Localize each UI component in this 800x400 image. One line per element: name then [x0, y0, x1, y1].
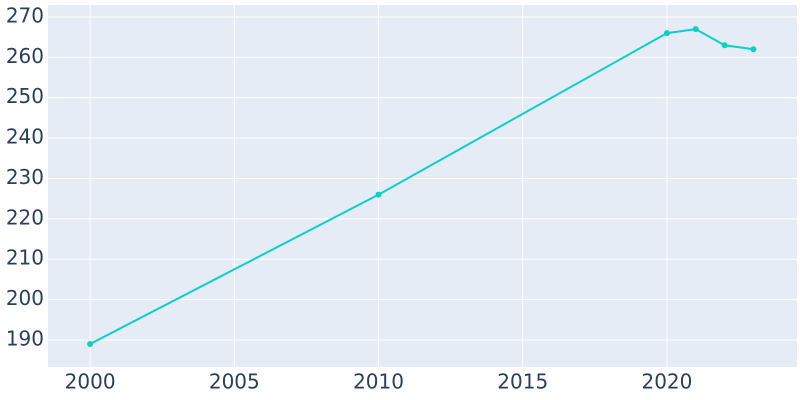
- y-tick-label: 260: [6, 44, 44, 68]
- y-tick-label: 250: [6, 84, 44, 108]
- y-tick-label: 240: [6, 125, 44, 149]
- point: [750, 46, 757, 53]
- point: [87, 341, 94, 348]
- point: [721, 42, 728, 49]
- x-tick-label: 2020: [641, 370, 692, 394]
- y-tick-label: 190: [6, 326, 44, 350]
- line: [89, 28, 754, 345]
- x-tick-label: 2015: [497, 370, 548, 394]
- point: [692, 26, 699, 33]
- y-tick-label: 270: [6, 3, 44, 27]
- point: [375, 191, 382, 198]
- y-tick-label: 210: [6, 246, 44, 270]
- y-tick-label: 230: [6, 165, 44, 189]
- x-tick-label: 2010: [353, 370, 404, 394]
- x-tick-label: 2005: [209, 370, 260, 394]
- y-tick-label: 200: [6, 286, 44, 310]
- x-tick-label: 2000: [65, 370, 116, 394]
- point: [663, 30, 670, 37]
- plot-area: [48, 5, 797, 367]
- y-tick-label: 220: [6, 205, 44, 229]
